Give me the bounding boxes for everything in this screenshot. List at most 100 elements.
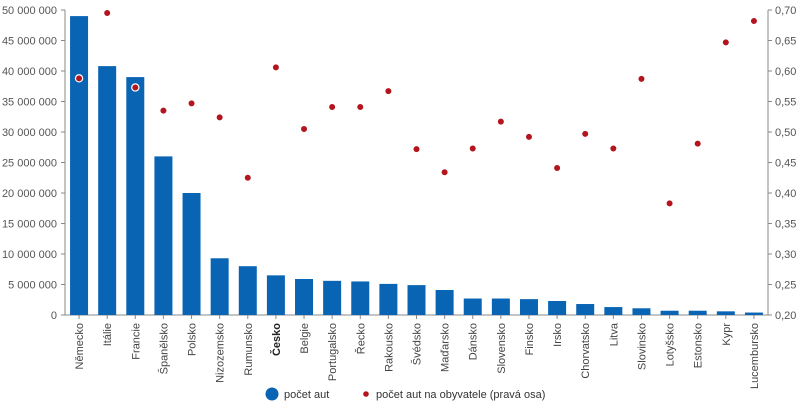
scatter-point-16: [497, 118, 504, 125]
scatter-point-21: [638, 75, 645, 82]
bar-9: [295, 279, 313, 315]
bar-7: [239, 266, 257, 315]
bar-15: [464, 299, 482, 315]
y-left-tick-label: 30 000 000: [2, 127, 57, 139]
scatter-point-19: [582, 130, 589, 137]
scatter-point-2: [104, 9, 111, 16]
legend-label-bars: počet aut: [284, 389, 329, 401]
y-right-tick-label: 0,30: [775, 249, 796, 261]
scatter-point-6: [216, 114, 223, 121]
scatter-point-10: [329, 103, 336, 110]
y-left-tick-label: 10 000 000: [2, 249, 57, 261]
bar-1: [70, 16, 88, 315]
category-label: Portugalsko: [327, 323, 339, 381]
scatter-point-1: [75, 75, 82, 82]
category-label: Polsko: [187, 323, 199, 356]
scatter-point-9: [300, 125, 307, 132]
category-label: Kypr: [721, 323, 733, 346]
bar-14: [436, 290, 454, 315]
bar-13: [408, 285, 426, 315]
y-left-tick-label: 35 000 000: [2, 97, 57, 109]
y-left-tick-label: 20 000 000: [2, 188, 57, 200]
category-label: Španělsko: [157, 323, 170, 374]
bar-12: [379, 284, 397, 315]
scatter-point-15: [469, 145, 476, 152]
category-label: Rumunsko: [243, 323, 255, 376]
y-right-tick-label: 0,60: [775, 66, 796, 78]
category-label: Švédsko: [411, 323, 424, 365]
y-right-tick-label: 0,50: [775, 127, 796, 139]
scatter-point-24: [722, 39, 729, 46]
scatter-point-25: [750, 17, 757, 24]
category-label: Chorvatsko: [580, 323, 592, 379]
bar-scatter-chart: 0 5 000 000 10 000 000 15 000 000 20 000 000…: [0, 0, 800, 409]
category-label: Itálie: [102, 323, 114, 346]
category-label: Slovensko: [496, 323, 508, 374]
category-label: Dánsko: [468, 323, 480, 360]
bar-6: [211, 258, 229, 315]
category-label: Lucembursko: [749, 323, 761, 389]
legend-marker-dots: [363, 391, 369, 397]
scatter-point-23: [694, 140, 701, 147]
category-label: Maďarsko: [440, 323, 452, 372]
y-right-tick-label: 0,55: [775, 97, 796, 109]
scatter-point-13: [413, 145, 420, 152]
scatter-point-18: [554, 164, 561, 171]
bar-18: [548, 301, 566, 315]
bar-16: [492, 299, 510, 315]
bar-21: [632, 308, 650, 315]
scatter-point-7: [244, 174, 251, 181]
bar-5: [183, 193, 201, 315]
bar-25: [745, 313, 763, 315]
category-label: Belgie: [299, 323, 311, 354]
scatter-point-12: [385, 88, 392, 95]
legend-label-dots: počet aut na obyvatele (pravá osa): [376, 389, 545, 401]
y-left-tick-label: 15 000 000: [2, 219, 57, 231]
category-label: Litva: [608, 322, 620, 346]
category-label: Irsko: [552, 323, 564, 347]
scatter-point-8: [272, 64, 279, 71]
category-label: Nizozemsko: [215, 323, 227, 383]
scatter-point-22: [666, 200, 673, 207]
category-label: Finsko: [524, 323, 536, 355]
category-label: Estonsko: [693, 323, 705, 368]
bar-3: [126, 77, 144, 315]
bar-19: [576, 304, 594, 315]
y-right-tick-label: 0,45: [775, 158, 796, 170]
scatter-point-11: [357, 103, 364, 110]
y-left-tick-label: 45 000 000: [2, 36, 57, 48]
scatter-point-3: [132, 84, 139, 91]
category-label: Řecko: [354, 323, 367, 354]
category-label: Lotyšsko: [665, 323, 677, 366]
y-right-tick-label: 0,35: [775, 219, 796, 231]
scatter-point-17: [525, 133, 532, 140]
category-label: Rakousko: [383, 323, 395, 372]
y-right-tick-label: 0,20: [775, 310, 796, 322]
bar-17: [520, 299, 538, 315]
bar-10: [323, 281, 341, 315]
category-label: Česko: [270, 323, 283, 356]
y-right-tick-label: 0,40: [775, 188, 796, 200]
bar-22: [661, 311, 679, 315]
scatter-point-5: [188, 100, 195, 107]
bar-4: [154, 156, 172, 315]
y-right-tick-label: 0,70: [775, 5, 796, 17]
y-right-tick-label: 0,25: [775, 280, 796, 292]
legend-marker-bars: [266, 388, 279, 401]
y-left-tick-label: 0: [51, 310, 57, 322]
y-right-tick-label: 0,65: [775, 36, 796, 48]
y-left-tick-label: 5 000 000: [8, 280, 57, 292]
scatter-point-4: [160, 107, 167, 114]
bar-23: [689, 311, 707, 315]
scatter-point-14: [441, 169, 448, 176]
scatter-point-20: [610, 145, 617, 152]
bar-20: [604, 307, 622, 315]
category-label: Francie: [130, 323, 142, 360]
bar-24: [717, 311, 735, 315]
bar-11: [351, 281, 369, 315]
y-left-tick-label: 25 000 000: [2, 158, 57, 170]
chart-container: 0 5 000 000 10 000 000 15 000 000 20 000 000…: [0, 0, 800, 409]
category-label: Slovinsko: [636, 323, 648, 370]
y-left-tick-label: 40 000 000: [2, 66, 57, 78]
category-label: Německo: [74, 323, 86, 369]
